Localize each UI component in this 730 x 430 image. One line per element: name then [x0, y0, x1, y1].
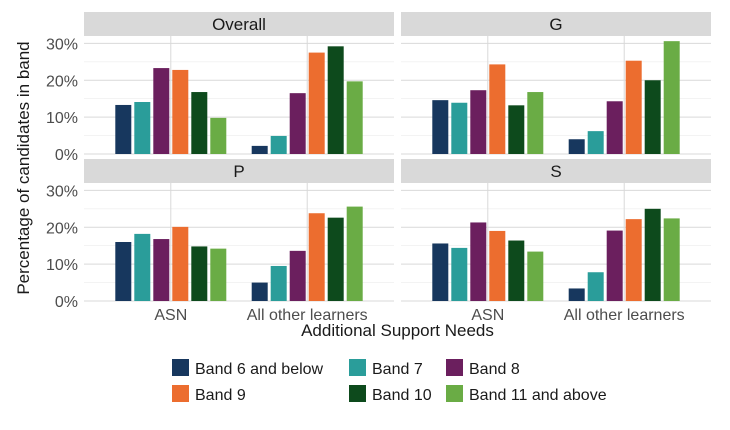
bar-all-other-learners-band-7 [587, 272, 604, 301]
y-tick-label: 20% [46, 73, 78, 90]
bar-asn-band-11-and-above [210, 117, 227, 154]
bar-asn-band-11-and-above [527, 92, 544, 154]
bar-all-other-learners-band-8 [606, 230, 623, 301]
facet-strip [401, 159, 711, 183]
facet-strip [401, 12, 711, 36]
bar-all-other-learners-band-10 [327, 217, 344, 301]
facet-strip [84, 12, 394, 36]
y-tick-label: 10% [46, 110, 78, 127]
bar-all-other-learners-band-7 [270, 135, 287, 154]
legend-swatch [446, 359, 463, 376]
facet-panel-overall: Overall 0% 10% 20% 30% [46, 12, 394, 164]
bar-all-other-learners-band-10 [644, 208, 661, 301]
legend-item-band-11-and-above: Band 11 and above [446, 385, 607, 404]
legend-label: Band 9 [195, 387, 246, 404]
x-tick-label: ASN [471, 307, 504, 324]
bar-asn-band-9 [172, 226, 189, 301]
legend-label: Band 8 [469, 361, 520, 378]
y-tick-label: 30% [46, 36, 78, 53]
legend-item-band-8: Band 8 [446, 359, 520, 378]
facet-title: Overall [212, 15, 266, 34]
bar-asn-band-8 [153, 239, 170, 301]
bar-all-other-learners-band-6-and-below [251, 282, 268, 301]
bar-all-other-learners-band-10 [644, 80, 661, 154]
bar-asn-band-6-and-below [432, 100, 449, 154]
facet-panel-g: G [401, 12, 711, 155]
legend-swatch [446, 385, 463, 402]
legend-swatch [349, 359, 366, 376]
bar-all-other-learners-band-7 [587, 131, 604, 154]
bar-asn-band-8 [470, 90, 487, 154]
bar-asn-band-9 [172, 69, 189, 154]
bar-asn-band-10 [191, 92, 208, 154]
legend-label: Band 6 and below [195, 361, 324, 378]
bar-asn-band-11-and-above [210, 248, 227, 301]
bar-asn-band-9 [489, 64, 506, 154]
y-tick-label: 20% [46, 220, 78, 237]
legend: Band 6 and below Band 7 Band 8 Band 9 Band 1… [172, 359, 607, 404]
bar-asn-band-9 [489, 230, 506, 301]
legend-label: Band 7 [372, 361, 423, 378]
bar-asn-band-10 [191, 246, 208, 301]
bar-all-other-learners-band-11-and-above [346, 206, 363, 301]
legend-item-band-10: Band 10 [349, 385, 432, 404]
bar-asn-band-6-and-below [115, 242, 132, 301]
legend-swatch [349, 385, 366, 402]
legend-item-band-6-and-below: Band 6 and below [172, 359, 324, 378]
bar-all-other-learners-band-10 [327, 46, 344, 155]
y-tick-label: 0% [55, 147, 78, 164]
facet-title: S [550, 162, 561, 181]
bar-all-other-learners-band-11-and-above [663, 41, 680, 154]
bar-all-other-learners-band-7 [270, 265, 287, 301]
y-tick-label: 10% [46, 257, 78, 274]
bar-all-other-learners-band-8 [606, 101, 623, 154]
facet-title: G [549, 15, 562, 34]
bar-asn-band-7 [134, 102, 151, 154]
facet-strip [84, 159, 394, 183]
x-tick-label: All other learners [247, 307, 368, 324]
bar-all-other-learners-band-9 [308, 213, 325, 301]
facet-panel-s: S ASN All other learners [401, 159, 711, 324]
bar-all-other-learners-band-8 [289, 250, 306, 301]
bar-asn-band-7 [451, 102, 468, 154]
legend-item-band-9: Band 9 [172, 385, 246, 404]
bar-asn-band-7 [451, 247, 468, 301]
legend-label: Band 10 [372, 387, 432, 404]
bar-all-other-learners-band-11-and-above [346, 81, 363, 154]
facet-title: P [233, 162, 244, 181]
bar-all-other-learners-band-6-and-below [251, 145, 268, 154]
x-tick-label: ASN [154, 307, 187, 324]
bar-all-other-learners-band-11-and-above [663, 218, 680, 301]
legend-swatch [172, 385, 189, 402]
x-axis-title: Additional Support Needs [301, 321, 494, 340]
bar-asn-band-10 [508, 105, 525, 154]
bar-asn-band-6-and-below [115, 104, 132, 154]
facet-panel-p: P 0% 10% 20% 30% ASN All other learners [46, 159, 394, 324]
legend-swatch [172, 359, 189, 376]
legend-item-band-7: Band 7 [349, 359, 423, 378]
y-axis-title: Percentage of candidates in band [14, 41, 33, 294]
bar-asn-band-7 [134, 233, 151, 301]
bar-asn-band-11-and-above [527, 251, 544, 301]
bar-all-other-learners-band-9 [625, 60, 642, 154]
bar-all-other-learners-band-8 [289, 93, 306, 154]
y-tick-label: 30% [46, 183, 78, 200]
bar-asn-band-10 [508, 240, 525, 301]
bar-asn-band-8 [470, 222, 487, 301]
bar-all-other-learners-band-9 [625, 219, 642, 301]
bar-asn-band-6-and-below [432, 243, 449, 301]
bar-all-other-learners-band-6-and-below [568, 139, 585, 154]
bar-asn-band-8 [153, 68, 170, 154]
legend-label: Band 11 and above [469, 387, 607, 404]
bar-all-other-learners-band-9 [308, 52, 325, 154]
bar-all-other-learners-band-6-and-below [568, 288, 585, 301]
y-tick-label: 0% [55, 294, 78, 311]
x-tick-label: All other learners [564, 307, 685, 324]
